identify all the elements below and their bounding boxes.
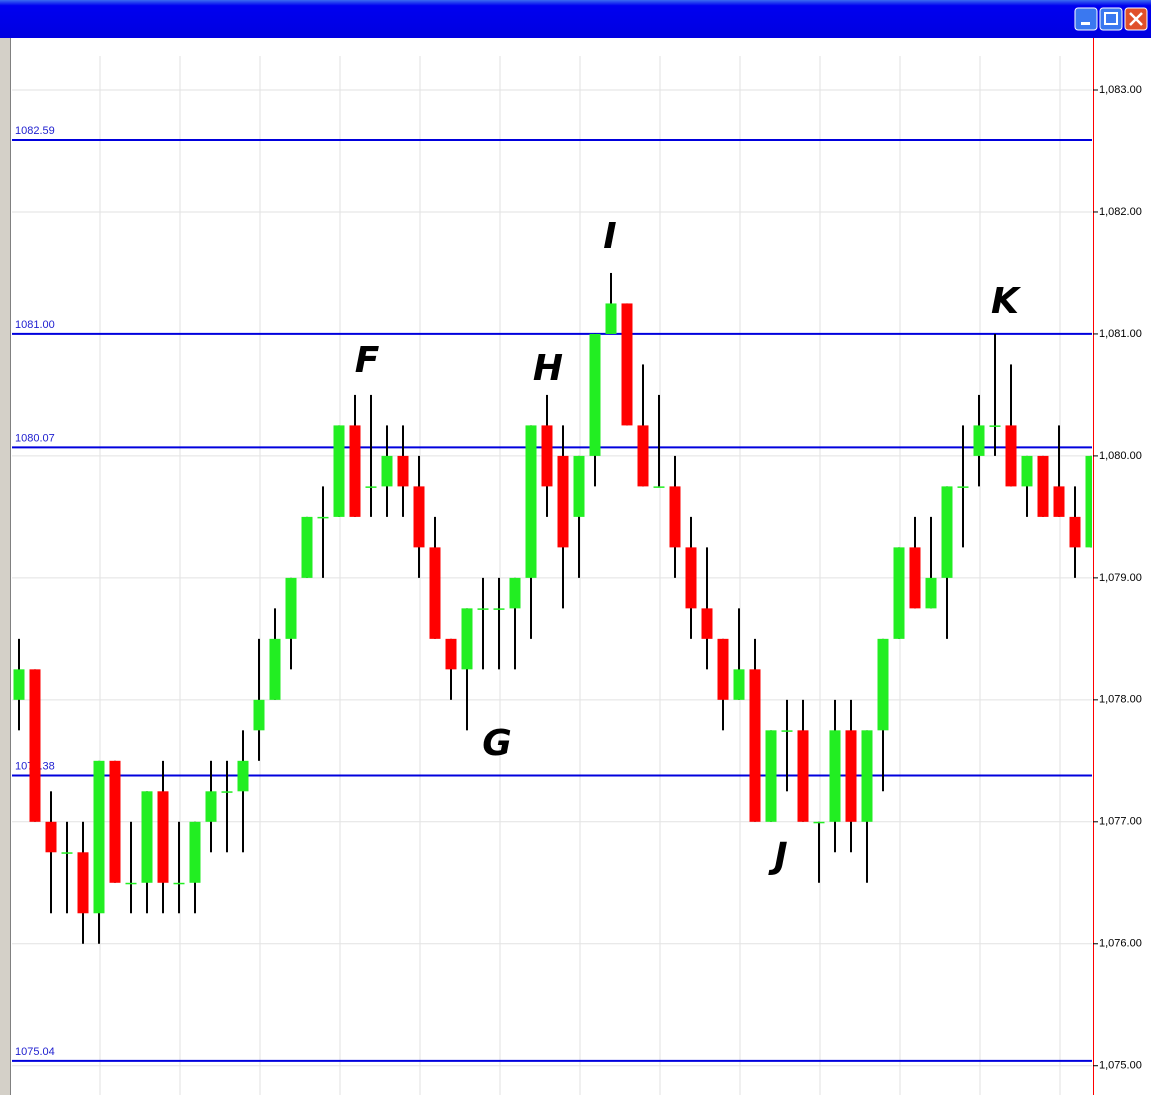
candle-body (1021, 455, 1033, 487)
candle-body (765, 730, 777, 822)
candle-body (829, 730, 841, 822)
y-tick-label: 1,077.00 (1099, 816, 1142, 828)
candle-body (717, 638, 729, 700)
window-border (0, 38, 10, 1095)
candle-body (941, 486, 953, 578)
candle-body (285, 577, 297, 639)
candle-body (1085, 455, 1092, 548)
level-label: 1075.04 (15, 1046, 55, 1058)
candle-body (221, 791, 233, 793)
candle-body (781, 730, 793, 732)
candle-body (189, 821, 201, 883)
candle-body (397, 455, 409, 487)
title-bar (0, 0, 1151, 38)
candle-body (301, 516, 313, 578)
candle-body (669, 486, 681, 548)
y-tick-label: 1,079.00 (1099, 572, 1142, 584)
candle-body (525, 425, 537, 578)
candle-body (493, 608, 505, 610)
level-label: 1081.00 (15, 319, 55, 331)
candle-body (205, 791, 217, 822)
y-tick-label: 1,083.00 (1099, 84, 1142, 96)
candle-body (77, 852, 89, 914)
candle-body (125, 882, 137, 885)
maximize-icon (1104, 12, 1118, 25)
candle-body (173, 882, 185, 885)
level-label: 1080.07 (15, 432, 55, 444)
candle-body (157, 791, 169, 883)
candle-body (845, 730, 857, 822)
candle-body (29, 669, 41, 822)
candle-body (637, 425, 649, 487)
candle-body (909, 547, 921, 609)
candle-body (381, 455, 393, 487)
candle-body (333, 425, 345, 517)
candle-body (989, 425, 1001, 427)
candle-body (109, 760, 121, 883)
candle-body (573, 455, 585, 517)
y-tick-label: 1,080.00 (1099, 450, 1142, 462)
candle-body (61, 852, 73, 854)
y-tick-label: 1,082.00 (1099, 206, 1142, 218)
candle-body (605, 303, 617, 334)
candle-body (141, 791, 153, 883)
candle-body (685, 547, 697, 609)
candle-body (365, 486, 377, 488)
candle-body (813, 821, 825, 824)
candle-body (461, 608, 473, 670)
price-axis: 1,075.00 1,076.00 1,077.00 1,078.00 1,079.00… (1093, 84, 1142, 1072)
candle-body (653, 486, 665, 488)
maximize-button[interactable] (1099, 7, 1123, 31)
candle-body (13, 669, 25, 700)
candle-body (749, 669, 761, 822)
y-tick-label: 1,076.00 (1099, 938, 1142, 950)
candle-body (269, 638, 281, 700)
candle-body (957, 486, 969, 488)
candle-body (1037, 455, 1049, 517)
candle-body (557, 455, 569, 548)
candle-body (445, 638, 457, 670)
candle-body (797, 730, 809, 822)
candle-body (861, 730, 873, 822)
y-tick-label: 1,075.00 (1099, 1060, 1142, 1072)
candle-body (701, 608, 713, 639)
annotation: J (768, 836, 787, 877)
candle-body (733, 669, 745, 700)
candle-body (541, 425, 553, 487)
candle-body (925, 577, 937, 609)
candle-body (477, 608, 489, 610)
minimize-button[interactable] (1074, 7, 1098, 31)
candle-body (45, 821, 57, 853)
candle-body (253, 699, 265, 731)
annotation: K (991, 281, 1022, 322)
candle-body (413, 486, 425, 548)
candle-body (1005, 425, 1017, 487)
candle-body (237, 760, 249, 792)
annotation: I (603, 216, 616, 257)
candle-body (877, 638, 889, 731)
candle-body (589, 333, 601, 456)
candle-body (349, 425, 361, 517)
candle-body (1053, 486, 1065, 517)
candle-body (429, 547, 441, 639)
annotation: F (355, 340, 380, 381)
close-icon (1129, 12, 1143, 26)
candle-body (1069, 516, 1081, 548)
annotation: H (533, 348, 563, 389)
candle-body (317, 516, 329, 519)
minimize-icon (1081, 22, 1090, 25)
candle-body (509, 577, 521, 609)
level-label: 1082.59 (15, 125, 55, 137)
annotation: G (482, 723, 512, 764)
y-tick-label: 1,081.00 (1099, 328, 1142, 340)
y-tick-label: 1,078.00 (1099, 694, 1142, 706)
candle-body (893, 547, 905, 639)
candle-body (973, 425, 985, 456)
candle-body (621, 303, 633, 426)
candle-body (93, 760, 105, 914)
